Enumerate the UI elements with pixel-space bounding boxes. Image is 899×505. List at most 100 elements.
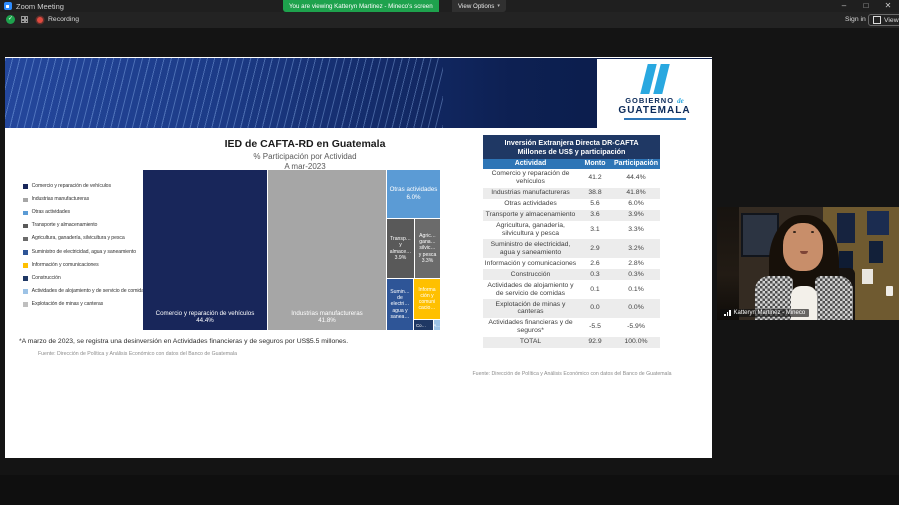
treemap-chart: Comercio y reparación de vehículos 44.4%…: [143, 170, 440, 330]
legend-label: Agricultura, ganadería, silvicultura y p…: [31, 235, 125, 242]
legend-item: Actividades de alojamiento y de servicio…: [23, 287, 147, 295]
speaker-face: [783, 223, 823, 271]
legend-swatch: [23, 276, 28, 281]
legend-label: Otras actividades: [31, 209, 70, 216]
table-row: Transporte y almacenamiento 3.6 3.9%: [483, 209, 660, 221]
logo-underline: [623, 118, 686, 120]
treemap-block-construccion: Co…: [414, 320, 433, 330]
chart-title-block: IED de CAFTA-RD en Guatemala % Participa…: [115, 138, 495, 171]
legend-swatch: [23, 249, 28, 255]
logo-line2: GUATEMALA: [618, 105, 691, 116]
chart-title: IED de CAFTA-RD en Guatemala: [224, 138, 386, 150]
slide-footnote: *A marzo de 2023, se registra una desinv…: [19, 338, 349, 345]
table-row: Explotación de minas y canteras 0.0 0.0%: [483, 298, 660, 318]
legend-swatch: [23, 184, 28, 189]
security-shield-icon[interactable]: ✓: [6, 15, 15, 24]
table-header-row: Actividad Monto Participación: [483, 158, 660, 169]
legend-label: Suministro de electricidad, agua y sanea…: [31, 248, 137, 255]
treemap-block-transporte: Transp… y almace… 3.9%: [387, 219, 414, 278]
treemap-block-alojamiento: A…: [434, 320, 440, 330]
view-button[interactable]: View: [868, 14, 899, 26]
speaker-blazer: [815, 276, 853, 320]
table-row: Agricultura, ganadería, silvicultura y p…: [496, 222, 644, 237]
minimize-button[interactable]: –: [841, 1, 847, 10]
participant-name-label: Katteryn Martinez - Mineco: [720, 309, 810, 317]
recording-dot-icon: [37, 17, 43, 23]
legend-label: Comercio y reparación de vehículos: [31, 183, 111, 189]
table-row: Industrias manufactureras 38.8 41.8%: [483, 187, 660, 199]
col-actividad: Actividad: [514, 160, 547, 168]
legend-item: Construcción: [23, 274, 145, 282]
meeting-info-bar: ✓ Recording Sign in View: [0, 12, 899, 28]
logo-de: de: [677, 97, 684, 105]
video-bg-shelf: [717, 207, 739, 320]
treemap-block-informacion: Informa ción y comuni cacio…: [414, 279, 440, 319]
slide-source: Fuente: Dirección de Política y Análisis…: [38, 351, 237, 357]
table-row: Construcción 0.3 0.3%: [483, 269, 660, 281]
table-row: Comercio y reparación de vehículos 41.2 44…: [491, 170, 646, 186]
legend-item: Agricultura, ganadería, silvicultura y p…: [23, 236, 145, 242]
treemap-block-agricultura: Agric… gana… silvic… y pesca 3.3%: [415, 219, 440, 278]
legend-label: Industrias manufactureras: [31, 196, 90, 203]
chart-period: A mar-2023: [284, 161, 326, 171]
guatemala-government-logo: GOBIERNO de GUATEMALA: [597, 59, 712, 130]
table-row: Actividades de alojamiento y de servicio…: [487, 281, 644, 297]
investment-table: Inversión Extranjera Directa DR-CAFTA Mi…: [483, 135, 660, 348]
view-options-button[interactable]: View Options ▾: [452, 0, 506, 12]
legend-swatch: [23, 263, 28, 268]
logo-bars-icon: [639, 64, 670, 94]
legend-item: Industrias manufactureras: [23, 196, 145, 203]
chart-subtitle: % Participación por Actividad: [253, 151, 357, 161]
close-button[interactable]: ✕: [884, 1, 892, 10]
view-button-label: View: [884, 16, 899, 24]
participant-video-tile[interactable]: Katteryn Martinez - Mineco: [717, 207, 899, 320]
shared-screen-slide: GOBIERNO de GUATEMALA IED de CAFTA-RD en…: [5, 57, 712, 458]
chevron-down-icon: ▾: [497, 3, 500, 9]
viewing-screen-banner: You are viewing Katteryn Martinez - Mine…: [283, 0, 439, 12]
table-row: Otras actividades 5.6 6.0%: [504, 200, 644, 208]
legend-item: Otras actividades: [23, 209, 145, 216]
treemap-block-industrias: Industrias manufactureras 41.8%: [268, 170, 386, 330]
gallery-view-icon[interactable]: [21, 16, 28, 23]
table-row: Suministro de electricidad, agua y sanea…: [483, 239, 660, 259]
col-participacion: Participación: [614, 160, 658, 168]
table-row: Información y comunicaciones 2.6 2.8%: [484, 259, 644, 267]
treemap-block-comercio: Comercio y reparación de vehículos 44.4%: [143, 170, 267, 330]
legend-swatch: [23, 289, 28, 294]
logo-line1: GOBIERNO: [625, 96, 675, 105]
sign-in-link[interactable]: Sign in: [845, 16, 866, 23]
meeting-toolbar: Unmute Start Video Participants 92: [0, 475, 899, 505]
table-title-line2: Millones de US$ y participación: [517, 146, 626, 156]
chart-legend: Comercio y reparación de vehículos Indus…: [23, 183, 147, 315]
legend-item: Explotación de minas y canteras: [23, 300, 145, 308]
table-body: Comercio y reparación de vehículos 41.2 44…: [483, 169, 660, 348]
legend-label: Construcción: [31, 274, 61, 281]
table-title-line1: Inversión Extranjera Directa DR-CAFTA: [504, 137, 639, 147]
audio-signal-icon: [724, 310, 731, 316]
maximize-button[interactable]: □: [863, 1, 869, 10]
legend-item: Comercio y reparación de vehículos: [23, 183, 145, 190]
view-options-label: View Options: [458, 2, 495, 10]
slide-header-band: [5, 58, 712, 128]
view-grid-icon: [873, 16, 881, 24]
window-title: Zoom Meeting: [16, 2, 64, 11]
recording-label: Recording: [48, 16, 79, 23]
legend-label: Explotación de minas y canteras: [31, 300, 104, 307]
legend-label: Actividades de alojamiento y de servicio…: [31, 287, 147, 294]
participant-name: Katteryn Martinez - Mineco: [733, 310, 806, 316]
legend-swatch: [23, 223, 28, 229]
legend-swatch: [23, 210, 28, 216]
legend-label: Información y comunicaciones: [31, 261, 99, 268]
legend-item: Transporte y almacenamiento: [23, 223, 145, 229]
col-monto: Monto: [584, 160, 606, 168]
table-title: Inversión Extranjera Directa DR-CAFTA Mi…: [483, 135, 660, 159]
legend-swatch: [23, 197, 28, 203]
treemap-block-suministro: Sumin… de electri… agua y sanea…: [387, 279, 413, 330]
legend-label: Transporte y almacenamiento: [31, 222, 98, 229]
legend-item: Información y comunicaciones: [23, 261, 145, 269]
legend-item: Suministro de electricidad, agua y sanea…: [23, 248, 145, 256]
treemap-block-otras: Otras actividades 6.0%: [387, 170, 440, 218]
table-row-total: TOTAL 92.9 100.0%: [483, 336, 660, 348]
table-row: Actividades financieras y de seguros* -5.…: [488, 319, 645, 335]
